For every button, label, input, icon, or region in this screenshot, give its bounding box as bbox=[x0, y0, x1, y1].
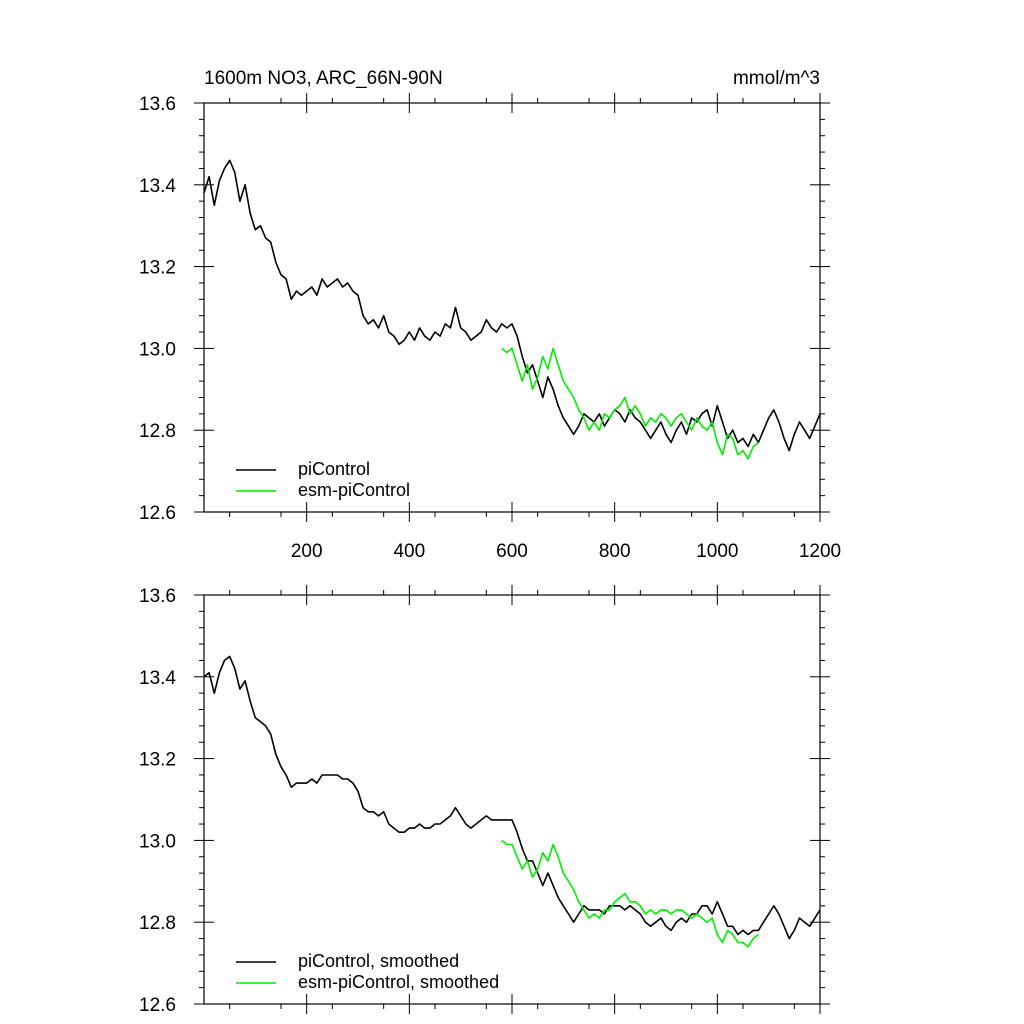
y-tick-label: 12.8 bbox=[139, 421, 176, 442]
x-tick-label: 400 bbox=[393, 541, 425, 562]
bottom-panel: 12.6 12.8 13.0 13.2 13.4 13.6 piControl, smoot… bbox=[139, 585, 830, 1016]
y-tick-label: 13.0 bbox=[139, 831, 176, 852]
top-panel: 12.6 12.8 13.0 13.2 13.4 13.6 200 400 600 800 1000… bbox=[139, 93, 841, 562]
y-tick-label: 13.4 bbox=[139, 176, 176, 197]
chart-units: mmol/m^3 bbox=[733, 68, 820, 89]
x-tick-label: 1000 bbox=[696, 541, 738, 562]
y-tick-label: 13.6 bbox=[139, 94, 176, 115]
series-line-picontrol-smoothed bbox=[203, 655, 821, 940]
y-tick-label: 12.6 bbox=[139, 995, 176, 1016]
series-line-esm-picontrol bbox=[501, 347, 759, 460]
y-tick-label: 13.6 bbox=[139, 586, 176, 607]
plot-frame bbox=[203, 594, 821, 1005]
y-tick-label: 13.4 bbox=[139, 668, 176, 689]
y-tick-label: 13.0 bbox=[139, 339, 176, 360]
legend-label: piControl, smoothed bbox=[298, 951, 459, 971]
y-tick-label: 13.2 bbox=[139, 750, 176, 771]
series-line-picontrol bbox=[203, 159, 821, 452]
series-line-esm-picontrol-smoothed bbox=[501, 839, 759, 948]
x-tick-label: 200 bbox=[291, 541, 323, 562]
x-tick-label: 800 bbox=[599, 541, 631, 562]
y-tick-label: 12.8 bbox=[139, 913, 176, 934]
x-tick-label: 600 bbox=[496, 541, 528, 562]
legend-label: esm-piControl, smoothed bbox=[298, 972, 499, 992]
plot-frame bbox=[203, 102, 821, 513]
y-tick-label: 12.6 bbox=[139, 503, 176, 524]
y-tick-label: 13.2 bbox=[139, 258, 176, 279]
legend-label: piControl bbox=[298, 459, 370, 479]
legend-label: esm-piControl bbox=[298, 480, 410, 500]
chart-title: 1600m NO3, ARC_66N-90N bbox=[204, 68, 443, 89]
x-tick-label: 1200 bbox=[799, 541, 841, 562]
